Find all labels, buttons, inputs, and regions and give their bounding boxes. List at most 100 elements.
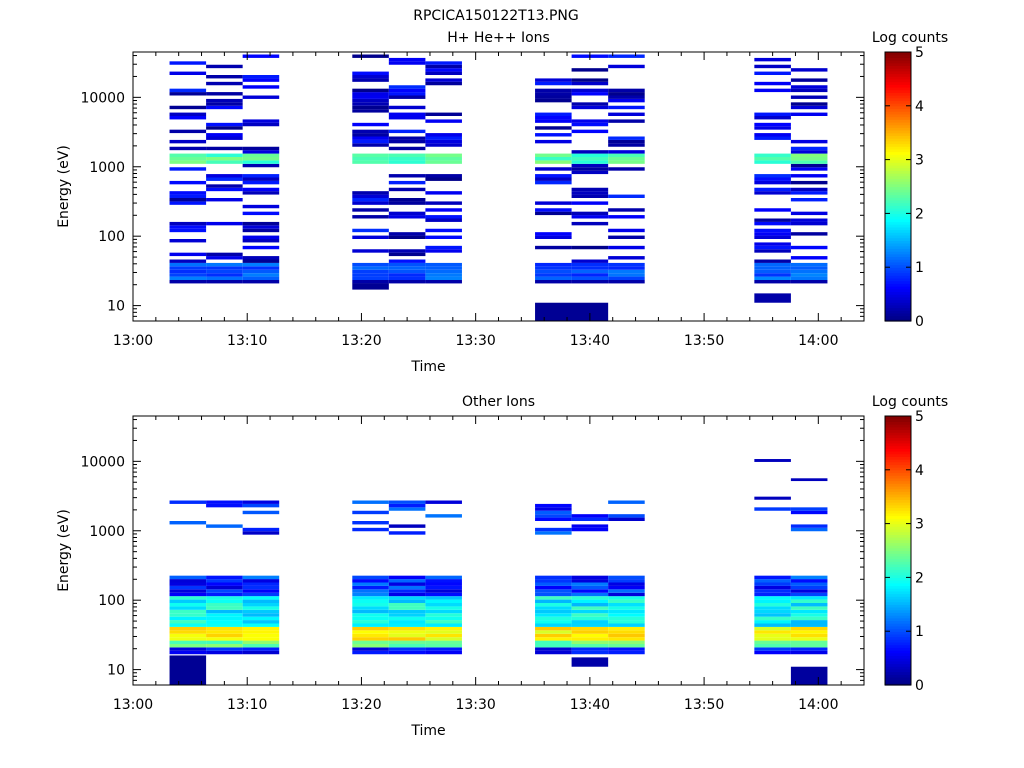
spectrogram-cell xyxy=(242,78,280,82)
spectrogram-cell xyxy=(535,596,572,600)
colorbar-segment xyxy=(885,154,911,158)
colorbar-segment xyxy=(885,676,911,681)
spectrogram-cell xyxy=(169,620,207,624)
spectrogram-cell xyxy=(425,235,462,240)
spectrogram-cell xyxy=(388,266,426,270)
spectrogram-cell xyxy=(535,139,572,144)
spectrogram-cell xyxy=(790,630,828,634)
spectrogram-cell xyxy=(425,500,462,504)
colorbar-segment xyxy=(885,264,911,268)
spectrogram-cell xyxy=(388,606,426,610)
spectrogram-cell xyxy=(790,273,828,277)
spectrogram-cell xyxy=(169,88,207,93)
spectrogram-cell xyxy=(388,95,426,99)
colorbar-segment xyxy=(885,121,911,126)
x-tick-label: 14:00 xyxy=(798,333,838,349)
y-tick-label: 10 xyxy=(107,299,125,315)
spectrogram-cell xyxy=(169,592,207,597)
x-tick-label: 13:50 xyxy=(684,333,724,349)
spectrogram-cell xyxy=(571,514,609,518)
spectrogram-cell xyxy=(352,208,389,212)
spectrogram-cell xyxy=(571,276,609,281)
spectrogram-cell xyxy=(571,191,609,195)
spectrogram-cell xyxy=(425,262,462,267)
spectrogram-cell xyxy=(206,599,243,604)
colorbar-segment xyxy=(885,555,911,560)
spectrogram-cell xyxy=(754,242,791,246)
spectrogram-cell xyxy=(754,269,791,274)
spectrogram-cell xyxy=(242,180,280,185)
spectrogram-cells xyxy=(169,54,828,321)
colorbar-segment xyxy=(885,151,911,155)
colorbar-segment xyxy=(885,124,911,128)
spectrogram-cell xyxy=(790,596,828,600)
spectrogram-cell xyxy=(571,119,609,123)
spectrogram-cell xyxy=(571,81,609,86)
spectrogram-cell xyxy=(206,647,243,651)
spectrogram-cell xyxy=(169,273,207,277)
spectrogram-cell xyxy=(352,582,389,586)
spectrogram-cell xyxy=(388,623,426,627)
spectrogram-cell xyxy=(388,262,426,267)
spectrogram-cell xyxy=(608,630,645,634)
spectrogram-cell xyxy=(571,122,609,127)
spectrogram-cell xyxy=(388,105,426,110)
colorbar-segment xyxy=(885,275,911,279)
spectrogram-cell xyxy=(608,620,645,624)
colorbar-segment xyxy=(885,432,911,436)
colorbar-segment xyxy=(885,504,911,509)
colorbar-segment xyxy=(885,596,911,600)
spectrogram-cell xyxy=(790,102,828,106)
colorbar-tick-label: 3 xyxy=(915,153,924,169)
spectrogram-cell xyxy=(206,500,243,504)
spectrogram-cell xyxy=(242,146,280,151)
spectrogram-cell xyxy=(425,609,462,614)
colorbar-segment xyxy=(885,62,911,67)
spectrogram-cell xyxy=(754,603,791,607)
colorbar-segment xyxy=(885,156,911,161)
colorbar-segment xyxy=(885,240,911,244)
spectrogram-cell xyxy=(206,252,243,257)
spectrogram-cell xyxy=(608,157,645,161)
spectrogram-cell xyxy=(608,609,645,614)
spectrogram-cell xyxy=(425,616,462,621)
spectrogram-cell xyxy=(388,157,426,161)
spectrogram-cell xyxy=(754,157,791,161)
colorbar-segment xyxy=(885,671,911,675)
colorbar-segment xyxy=(885,588,911,592)
spectrogram-cell xyxy=(754,620,791,624)
spectrogram-cell xyxy=(352,129,389,134)
spectrogram-cell xyxy=(169,129,207,134)
colorbar-tick-label: 0 xyxy=(915,678,924,694)
spectrogram-cell xyxy=(535,201,572,205)
spectrogram-cell xyxy=(754,647,791,651)
spectrogram-cell xyxy=(242,54,280,58)
spectrogram-cell xyxy=(242,613,280,617)
spectrogram-cell xyxy=(206,582,243,586)
colorbar-segment xyxy=(885,461,911,466)
spectrogram-cell xyxy=(242,623,280,627)
colorbar-segment xyxy=(885,580,911,584)
spectrogram-cell xyxy=(206,187,243,192)
spectrogram-cell xyxy=(242,225,280,229)
spectrogram-cell xyxy=(571,273,609,277)
spectrogram-cell xyxy=(206,626,243,631)
spectrogram-cell xyxy=(388,524,426,528)
colorbar-segment xyxy=(885,119,911,123)
spectrogram-cell xyxy=(608,208,645,212)
x-tick-label: 13:10 xyxy=(227,333,267,349)
spectrogram-cell xyxy=(169,589,207,593)
spectrogram-cell xyxy=(206,579,243,583)
colorbar-segment xyxy=(885,539,911,544)
spectrogram-cell xyxy=(242,626,280,631)
spectrogram-cell xyxy=(206,98,243,103)
spectrogram-cell xyxy=(388,269,426,274)
spectrogram-cell xyxy=(754,153,791,158)
spectrogram-cell xyxy=(535,262,572,267)
colorbar-segment xyxy=(885,304,911,309)
panel-title: Other Ions xyxy=(462,394,535,410)
spectrogram-cell xyxy=(352,249,389,253)
spectrogram-block xyxy=(754,496,791,500)
spectrogram-cell xyxy=(754,64,791,69)
spectrogram-cell xyxy=(169,191,207,195)
